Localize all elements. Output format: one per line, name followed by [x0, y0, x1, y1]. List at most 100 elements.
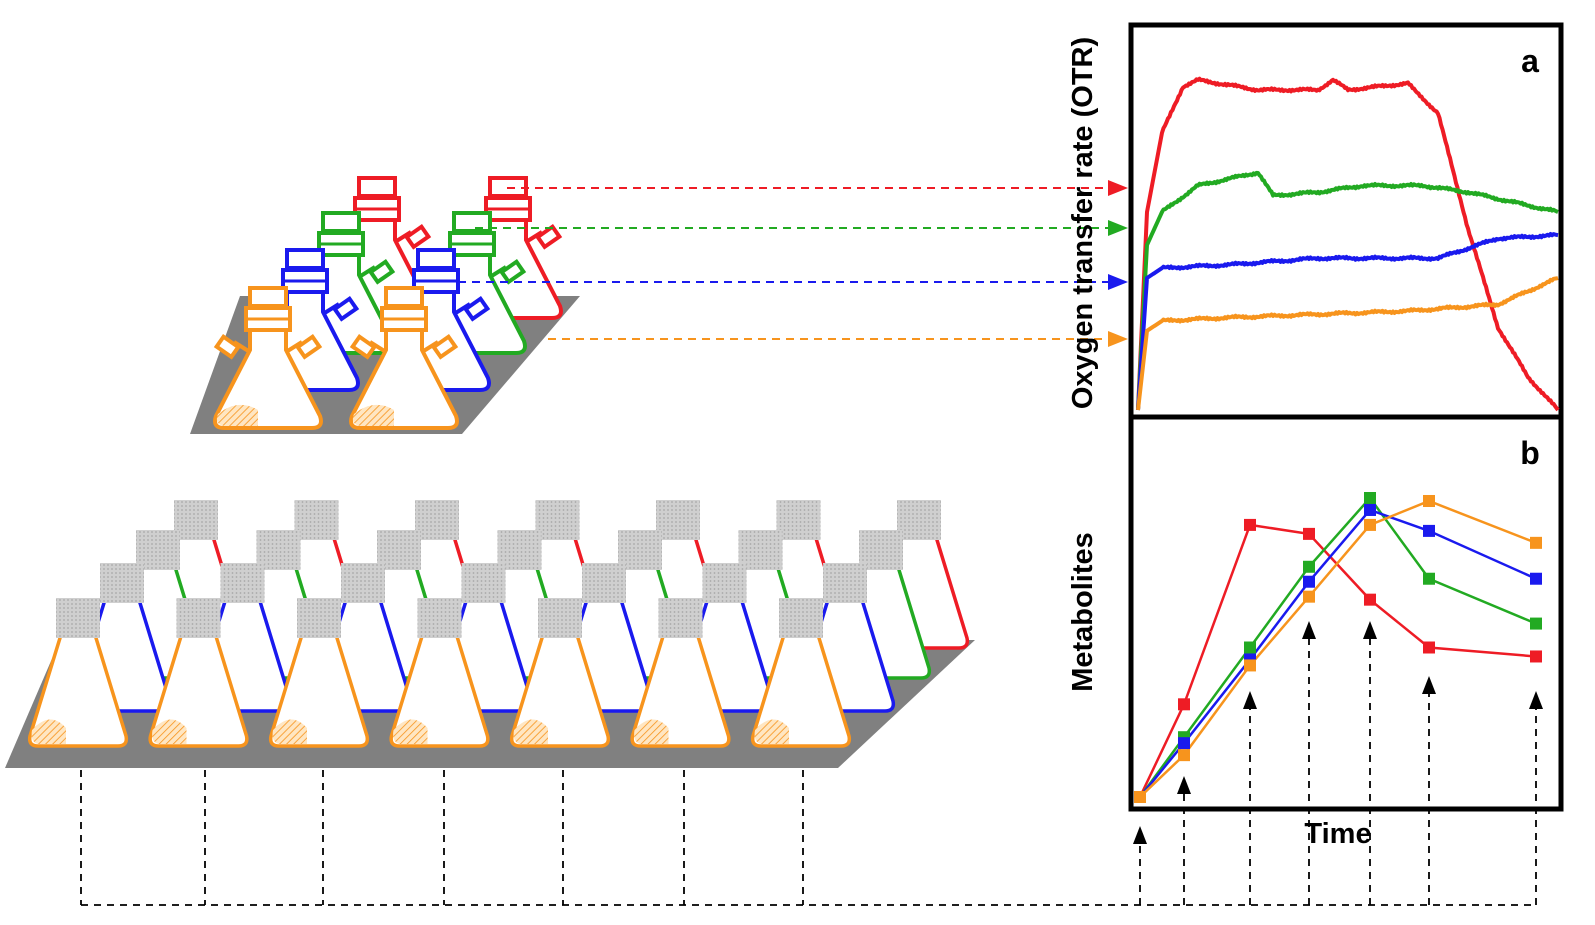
flask-port-tube [284, 340, 304, 354]
flask-side-port [349, 333, 378, 360]
flask-cap [248, 286, 288, 308]
flask-foam-plug [297, 598, 341, 638]
metabolite-point-orange [1303, 590, 1315, 603]
metabolite-point-red [1423, 641, 1435, 654]
flask-foam-plug [776, 500, 821, 540]
flask-liquid [152, 719, 187, 744]
metabolite-point-blue [1364, 503, 1376, 516]
metabolite-point-orange [1423, 494, 1435, 507]
flask-foam-plug [220, 563, 265, 603]
flask-side-port [498, 258, 527, 285]
flask-foam-plug [538, 598, 582, 638]
flask-foam-plug [417, 598, 462, 638]
metabolite-point-blue [1303, 575, 1315, 588]
flask-cap [321, 211, 361, 233]
flask-foam-plug [341, 563, 385, 603]
otr-flask-orange [213, 286, 323, 430]
flask-foam-plug [582, 563, 626, 603]
flask-liquid [352, 404, 394, 426]
panel-b: b Metabolites Time [1067, 414, 1564, 850]
metabolite-point-blue [1423, 524, 1435, 537]
sampling-arrow [1177, 776, 1191, 794]
sampling-arrow [1133, 826, 1147, 844]
otr-series-green [1136, 170, 1559, 411]
sample-flask-orange [268, 598, 370, 748]
panel-a-frame [1128, 22, 1564, 420]
metabolite-point-orange [1530, 536, 1542, 549]
flask-liquid [393, 719, 428, 744]
flask-side-port [534, 223, 563, 250]
sampling-connector-lines [80, 621, 1543, 906]
flask-port-tube [321, 302, 341, 316]
metabolite-point-red [1364, 593, 1376, 606]
flask-body [389, 620, 490, 748]
otr-arrow-red [1108, 180, 1128, 196]
panel-b-xlabel: Time [1304, 818, 1371, 850]
metabolite-point-orange [1364, 518, 1376, 531]
metabolite-point-red [1530, 650, 1542, 663]
sample-flask-orange [27, 598, 129, 748]
otr-arrow-orange [1108, 331, 1128, 347]
sampling-arrow [1302, 621, 1316, 639]
flask-body [630, 620, 731, 748]
flask-cap [452, 211, 492, 233]
metabolite-point-red [1303, 527, 1315, 540]
metabolite-series-orange [1139, 499, 1537, 798]
flask-side-port [294, 333, 323, 360]
flask-foam-plug [823, 563, 867, 603]
flask-foam-plug [176, 598, 221, 638]
panel-b-frame [1128, 414, 1564, 812]
flask-port-tube [420, 340, 440, 354]
metabolite-point-green [1303, 560, 1315, 573]
flask-side-port [331, 295, 360, 322]
sampling-flask-group [5, 500, 975, 768]
metabolite-point-red [1178, 698, 1190, 711]
otr-series-red [1136, 76, 1560, 412]
flask-body [509, 620, 611, 748]
sampling-arrow [1363, 621, 1377, 639]
metabolite-series-red [1138, 523, 1537, 798]
flask-liquid [31, 719, 66, 744]
panel-b-label: b [1520, 435, 1540, 471]
otr-arrow-green [1108, 220, 1128, 236]
flask-side-port [430, 333, 459, 360]
sample-flask-orange [148, 598, 249, 748]
sampling-arrow [1243, 691, 1257, 709]
metabolite-series-green [1138, 496, 1537, 798]
metabolite-point-green [1530, 617, 1542, 630]
panel-a-ylabel: Oxygen transfer rate (OTR) [1067, 37, 1099, 409]
metabolite-point-green [1364, 492, 1376, 504]
otr-flask-orange [349, 286, 459, 430]
panel-a-label: a [1521, 43, 1539, 79]
otr-connector-lines [458, 180, 1128, 347]
flask-foam-plug [656, 500, 700, 540]
flask-body [213, 326, 323, 430]
flask-cap [285, 248, 325, 270]
otr-series-orange [1136, 276, 1559, 411]
flask-body [268, 620, 370, 748]
sampling-arrow [1529, 691, 1543, 709]
flask-liquid [754, 719, 789, 744]
sample-flask-orange [509, 598, 611, 748]
metabolite-point-orange [1134, 791, 1146, 803]
otr-arrow-blue [1108, 274, 1128, 290]
metabolite-point-red [1244, 518, 1256, 531]
metabolite-point-orange [1244, 659, 1256, 672]
flask-liquid [513, 719, 548, 744]
flask-body [349, 326, 459, 430]
flask-foam-plug [779, 598, 823, 638]
flask-foam-plug [461, 563, 506, 603]
flask-foam-plug [415, 500, 459, 540]
flask-port-tube [393, 230, 413, 244]
flask-port-tube [488, 265, 508, 279]
flask-liquid [634, 719, 669, 744]
flask-foam-plug [658, 598, 703, 638]
flask-side-port [403, 223, 432, 250]
otr-flask-group [190, 176, 580, 434]
sampling-arrow [1422, 676, 1436, 694]
metabolite-point-orange [1178, 749, 1190, 762]
flask-cap [384, 286, 424, 308]
metabolite-series-blue [1139, 508, 1537, 798]
flask-side-port [367, 258, 396, 285]
